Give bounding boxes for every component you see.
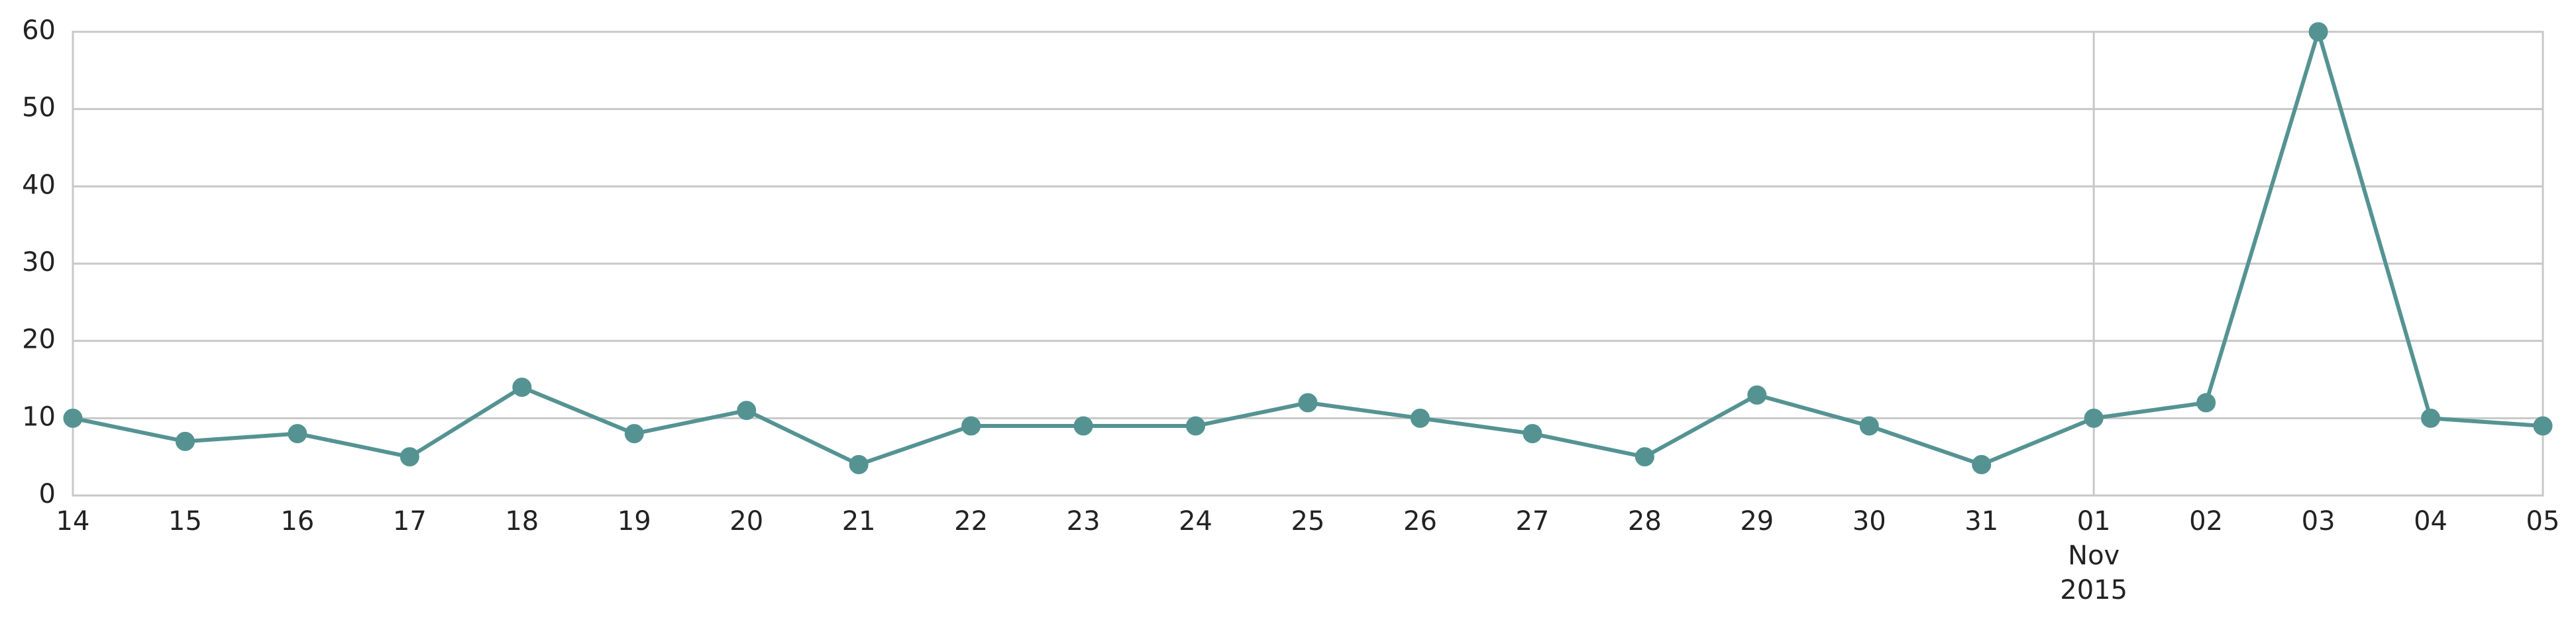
data-point-0-18: [2084, 408, 2104, 428]
y-tick-label-4: 40: [22, 170, 56, 200]
y-tick-label-6: 60: [22, 15, 56, 46]
data-point-0-21: [2421, 408, 2441, 428]
x-tick-label-12: 26: [1403, 506, 1437, 537]
data-point-0-6: [737, 401, 757, 421]
data-point-0-4: [512, 378, 532, 397]
x-tick-label-15: 29: [1740, 506, 1774, 537]
data-point-0-7: [849, 454, 869, 474]
y-tick-label-3: 30: [22, 247, 56, 278]
x-axis-ticks: 14 15 16 17 18 19 20 21 22 23 24 25 26 27 28 29 30 31 01 No…: [56, 506, 2560, 605]
x-tick-label-6: 20: [729, 506, 763, 537]
x-tick-label-13: 27: [1515, 506, 1549, 537]
x-tick-label-20: 03: [2302, 506, 2335, 537]
x-tick-label-5: 19: [617, 506, 651, 537]
x-tick-label-4: 18: [505, 506, 539, 537]
data-point-0-17: [1972, 454, 1992, 474]
data-point-0-5: [624, 424, 644, 444]
x-tick-label-11: 25: [1291, 506, 1325, 537]
x-tick-label-2: 16: [280, 506, 314, 537]
data-point-0-19: [2196, 393, 2216, 413]
data-point-0-22: [2533, 416, 2553, 436]
data-point-0-20: [2308, 22, 2328, 42]
x-tick-label-0: 14: [56, 506, 90, 537]
x-tick-label-18-line-2: 2015: [2060, 575, 2127, 605]
y-tick-label-0: 0: [39, 479, 56, 509]
data-point-0-15: [1747, 385, 1767, 405]
data-point-0-3: [400, 447, 419, 467]
x-tick-label-9: 23: [1067, 506, 1100, 537]
y-tick-label-2: 20: [22, 325, 56, 355]
x-tick-label-21: 04: [2414, 506, 2447, 537]
data-point-0-1: [175, 431, 195, 451]
x-tick-label-1: 15: [168, 506, 202, 537]
data-point-0-2: [288, 424, 307, 444]
x-tick-label-7: 21: [842, 506, 876, 537]
x-tick-label-22: 05: [2526, 506, 2560, 537]
data-point-0-13: [1523, 424, 1542, 444]
x-tick-label-3: 17: [393, 506, 427, 537]
x-tick-label-10: 24: [1179, 506, 1212, 537]
y-tick-label-1: 10: [22, 401, 56, 432]
x-tick-label-14: 28: [1628, 506, 1662, 537]
y-axis-ticks: 0 10 20 30 40 50 60: [22, 15, 56, 509]
data-point-0-16: [1859, 416, 1879, 436]
x-tick-label-17: 31: [1964, 506, 1998, 537]
x-tick-label-19: 02: [2189, 506, 2223, 537]
x-tick-label-18-line-0: 01: [2077, 506, 2111, 537]
x-tick-label-8: 22: [954, 506, 988, 537]
data-point-0-8: [961, 416, 981, 436]
data-point-0-0: [63, 408, 83, 428]
x-tick-label-18-line-1: Nov: [2068, 541, 2120, 571]
data-point-0-10: [1186, 416, 1206, 436]
plot-frame: [72, 30, 2544, 497]
x-tick-label-16: 30: [1852, 506, 1886, 537]
data-point-0-12: [1410, 408, 1430, 428]
grid-lines: [73, 30, 2543, 497]
series-layer: [63, 22, 2553, 474]
y-tick-label-5: 50: [22, 93, 56, 123]
data-point-0-14: [1635, 447, 1654, 467]
data-point-0-11: [1298, 393, 1318, 413]
data-point-0-9: [1073, 416, 1093, 436]
